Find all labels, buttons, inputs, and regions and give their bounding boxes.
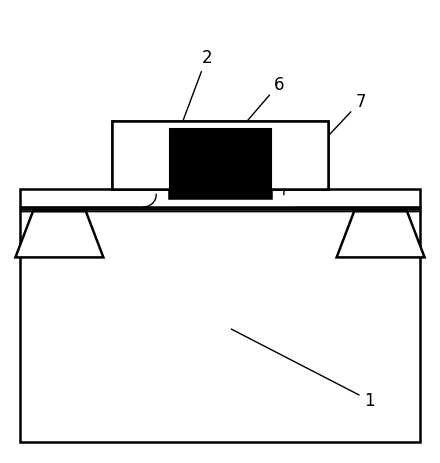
Polygon shape — [112, 122, 328, 190]
Bar — [20, 210, 420, 442]
Bar — [169, 128, 271, 199]
Text: 6: 6 — [226, 75, 285, 146]
Polygon shape — [337, 212, 425, 258]
Polygon shape — [112, 122, 328, 190]
Bar — [20, 190, 420, 207]
Bar — [169, 128, 271, 199]
Text: 7: 7 — [294, 93, 366, 172]
Text: 2: 2 — [175, 49, 212, 143]
Polygon shape — [15, 212, 103, 258]
Text: 1: 1 — [231, 329, 375, 409]
